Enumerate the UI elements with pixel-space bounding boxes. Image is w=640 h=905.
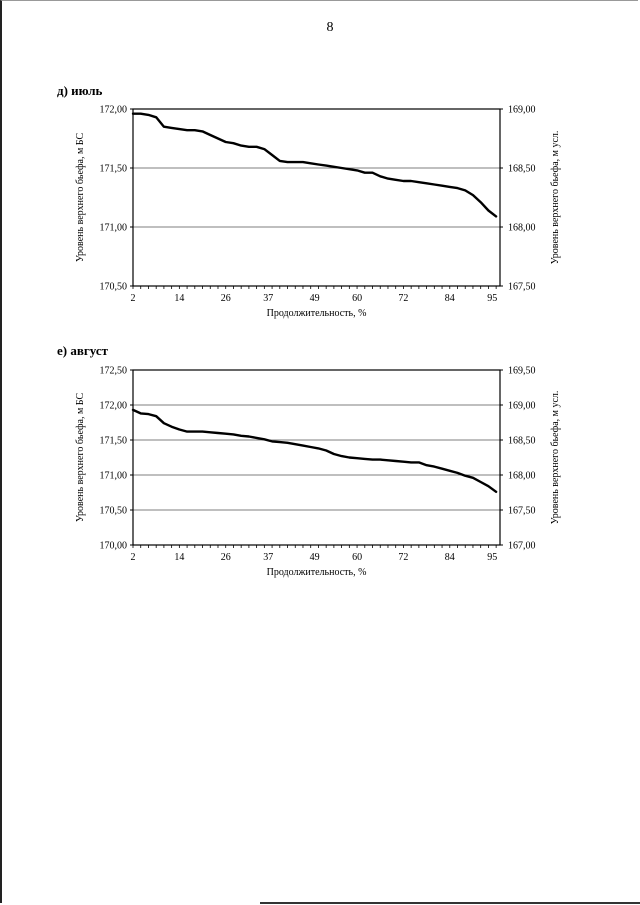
page-bottom-edge bbox=[260, 902, 640, 904]
page-number: 8 bbox=[326, 20, 334, 35]
panel-label-august: е) август bbox=[57, 343, 109, 358]
panel-label-july: д) июль bbox=[57, 83, 103, 98]
